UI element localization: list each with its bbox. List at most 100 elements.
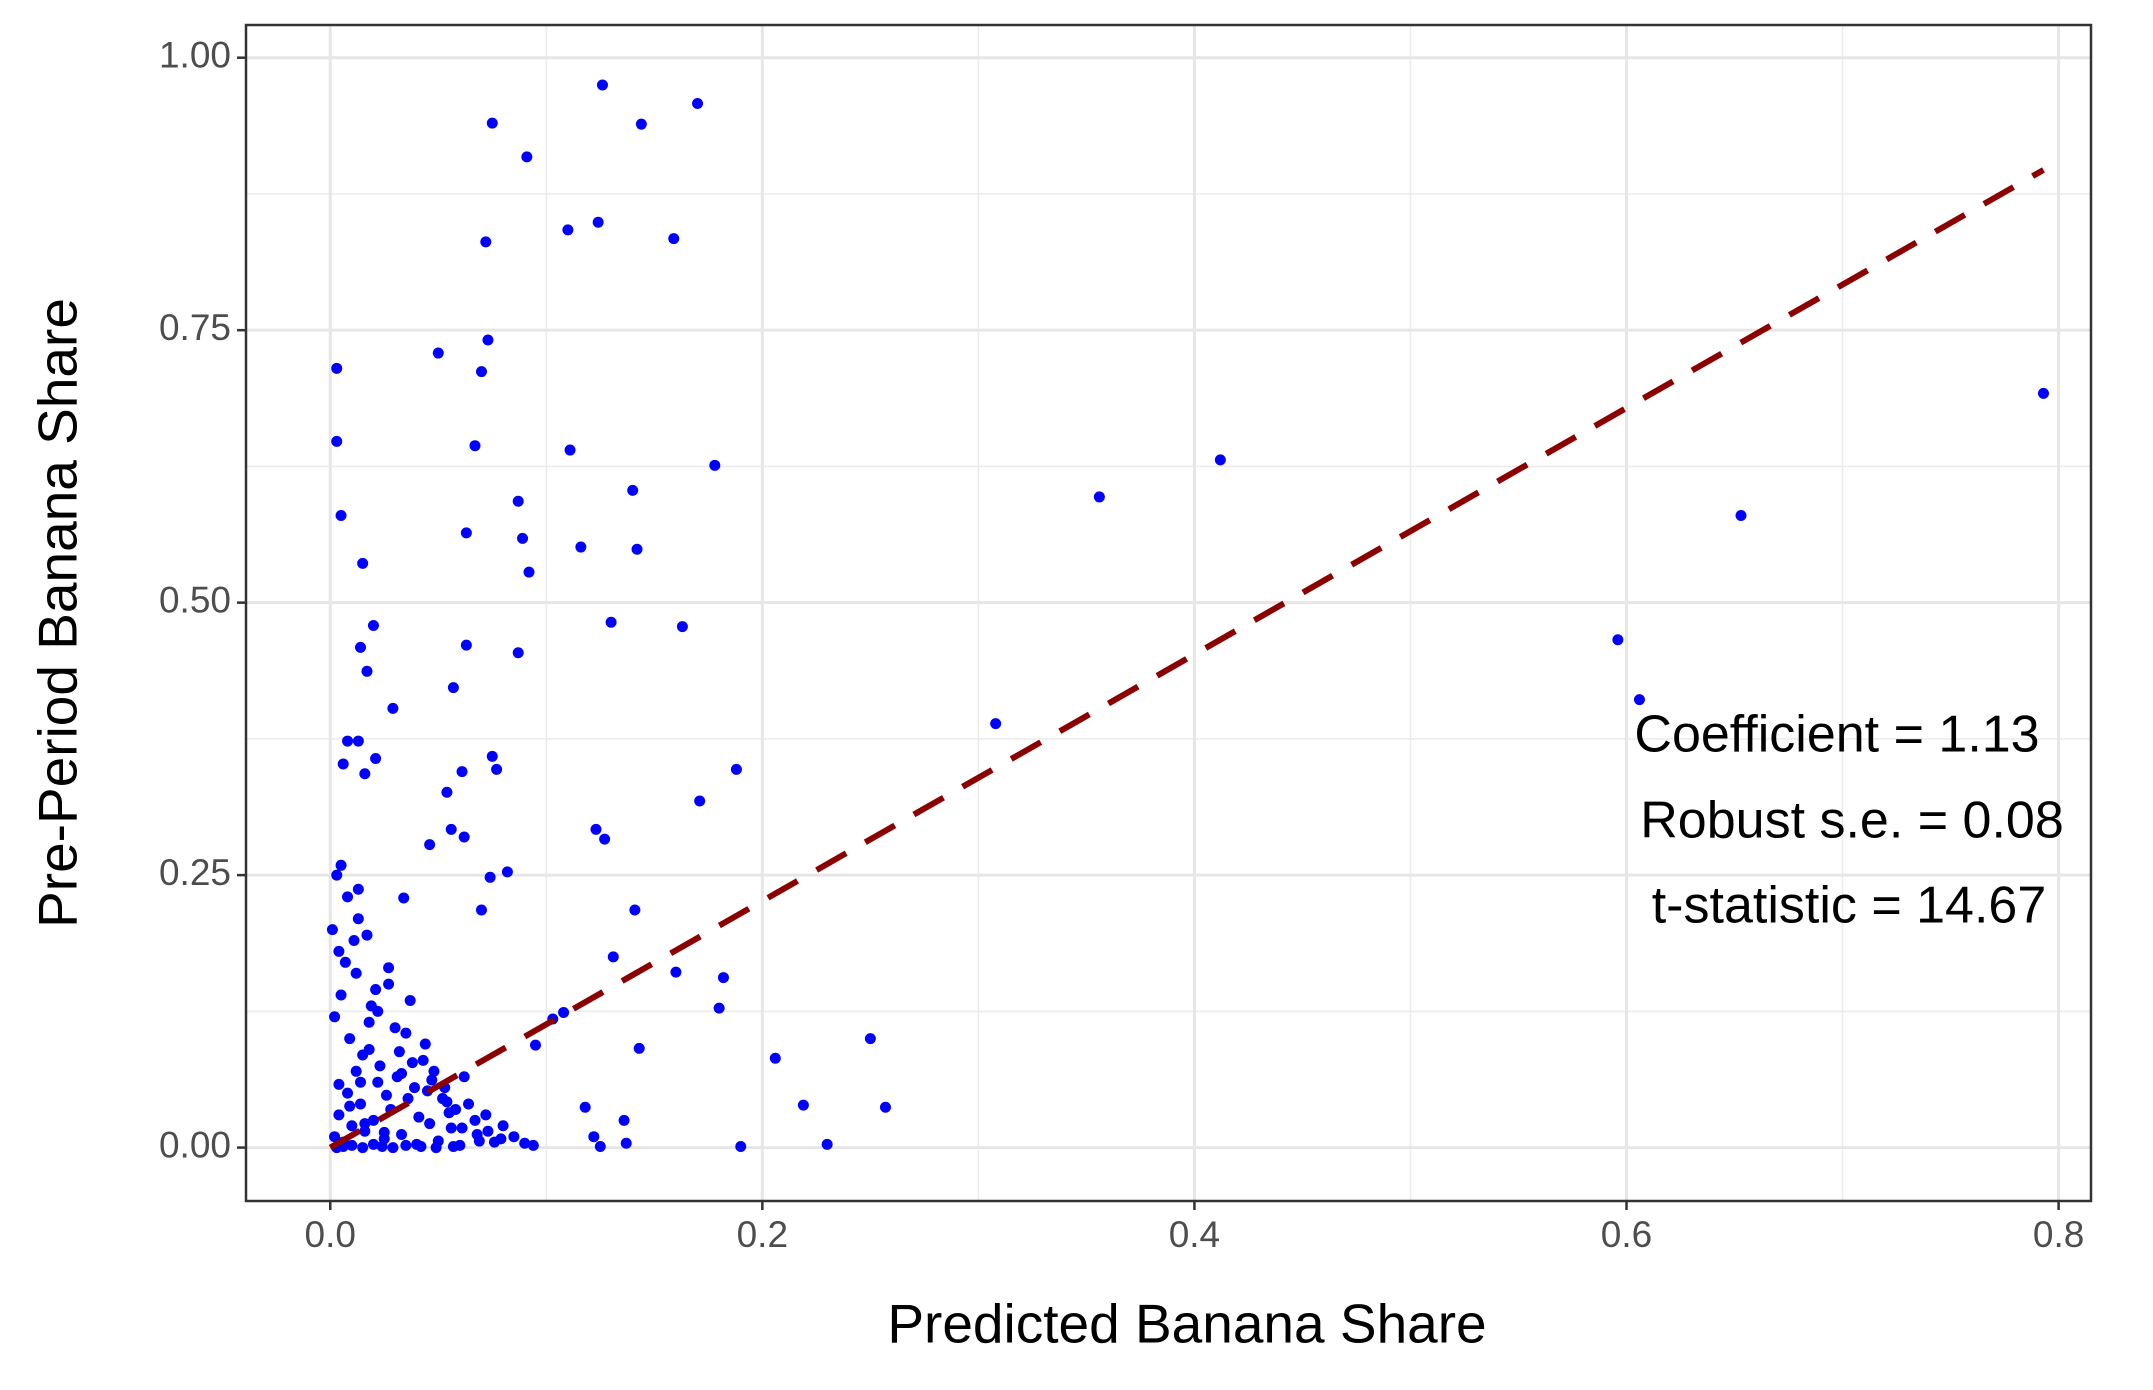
point — [497, 1120, 509, 1132]
point — [1633, 694, 1645, 706]
annotation: t-statistic = 14.67 — [1652, 877, 2047, 935]
point — [415, 1141, 427, 1153]
point — [692, 97, 704, 109]
point — [473, 1135, 485, 1147]
point — [376, 1141, 388, 1153]
point — [419, 1038, 431, 1050]
point — [344, 1033, 356, 1045]
y-tick-label: 0.75 — [159, 307, 231, 348]
point — [331, 435, 343, 447]
point — [339, 956, 351, 968]
point — [620, 1137, 632, 1149]
point — [447, 1141, 459, 1153]
point — [363, 1016, 375, 1028]
point — [342, 1087, 354, 1099]
point — [331, 362, 343, 374]
point — [579, 1101, 591, 1113]
point — [469, 1114, 481, 1126]
point — [367, 620, 379, 632]
point — [404, 994, 416, 1006]
point — [430, 1142, 442, 1154]
y-axis-title: Pre-Period Banana Share — [27, 298, 89, 928]
point — [342, 891, 354, 903]
point — [359, 1118, 371, 1130]
point — [396, 1129, 408, 1141]
point — [413, 1111, 425, 1123]
panel-border — [244, 23, 2093, 1203]
point — [558, 1006, 570, 1018]
point — [352, 735, 364, 747]
point — [393, 1046, 405, 1058]
point — [456, 1122, 468, 1134]
point — [627, 484, 639, 496]
point — [484, 871, 496, 883]
point — [398, 892, 410, 904]
point — [2037, 387, 2049, 399]
point — [357, 557, 369, 569]
point — [346, 1120, 358, 1132]
point — [406, 1057, 418, 1069]
point — [331, 869, 343, 881]
point — [1214, 454, 1226, 466]
point — [460, 527, 472, 539]
point — [361, 665, 373, 677]
point — [529, 1039, 541, 1051]
point — [1612, 634, 1624, 646]
point — [333, 1109, 345, 1121]
point — [486, 750, 498, 762]
point — [588, 1131, 600, 1143]
point — [402, 1093, 414, 1105]
point — [519, 1137, 531, 1149]
x-tick-label: 0.0 — [305, 1214, 356, 1255]
point — [480, 1109, 492, 1121]
point — [383, 978, 395, 990]
point — [821, 1138, 833, 1150]
grid — [246, 25, 2091, 1201]
point — [372, 1005, 384, 1017]
point — [329, 1131, 341, 1143]
point — [355, 1076, 367, 1088]
point — [346, 1139, 358, 1151]
point — [380, 1089, 392, 1101]
point — [361, 929, 373, 941]
point — [631, 543, 643, 555]
point — [432, 347, 444, 359]
point — [357, 1049, 369, 1061]
point — [417, 1054, 429, 1066]
point — [374, 1060, 386, 1072]
point — [475, 904, 487, 916]
point — [335, 509, 347, 521]
point — [1735, 509, 1747, 521]
point — [523, 566, 535, 578]
point — [329, 1011, 341, 1023]
x-tick-label: 0.4 — [1169, 1214, 1220, 1255]
point — [333, 1078, 345, 1090]
point — [635, 118, 647, 130]
point — [409, 1082, 421, 1094]
point — [355, 641, 367, 653]
point — [629, 904, 641, 916]
point — [670, 966, 682, 978]
point — [441, 1096, 453, 1108]
point — [564, 444, 576, 456]
point — [456, 766, 468, 778]
point — [480, 236, 492, 248]
y-tick-label: 0.25 — [159, 852, 231, 893]
point — [709, 459, 721, 471]
annotation: Coefficient = 1.13 — [1634, 706, 2039, 764]
point — [378, 1126, 390, 1138]
point — [458, 831, 470, 843]
point — [730, 763, 742, 775]
point — [599, 833, 611, 845]
point — [676, 621, 688, 633]
point — [517, 532, 529, 544]
point — [447, 682, 459, 694]
point — [713, 1002, 725, 1014]
annotation: Robust s.e. = 0.08 — [1640, 792, 2064, 850]
point — [521, 151, 533, 163]
point — [367, 1138, 379, 1150]
point — [512, 647, 524, 659]
point — [508, 1131, 520, 1143]
point — [443, 1107, 455, 1119]
